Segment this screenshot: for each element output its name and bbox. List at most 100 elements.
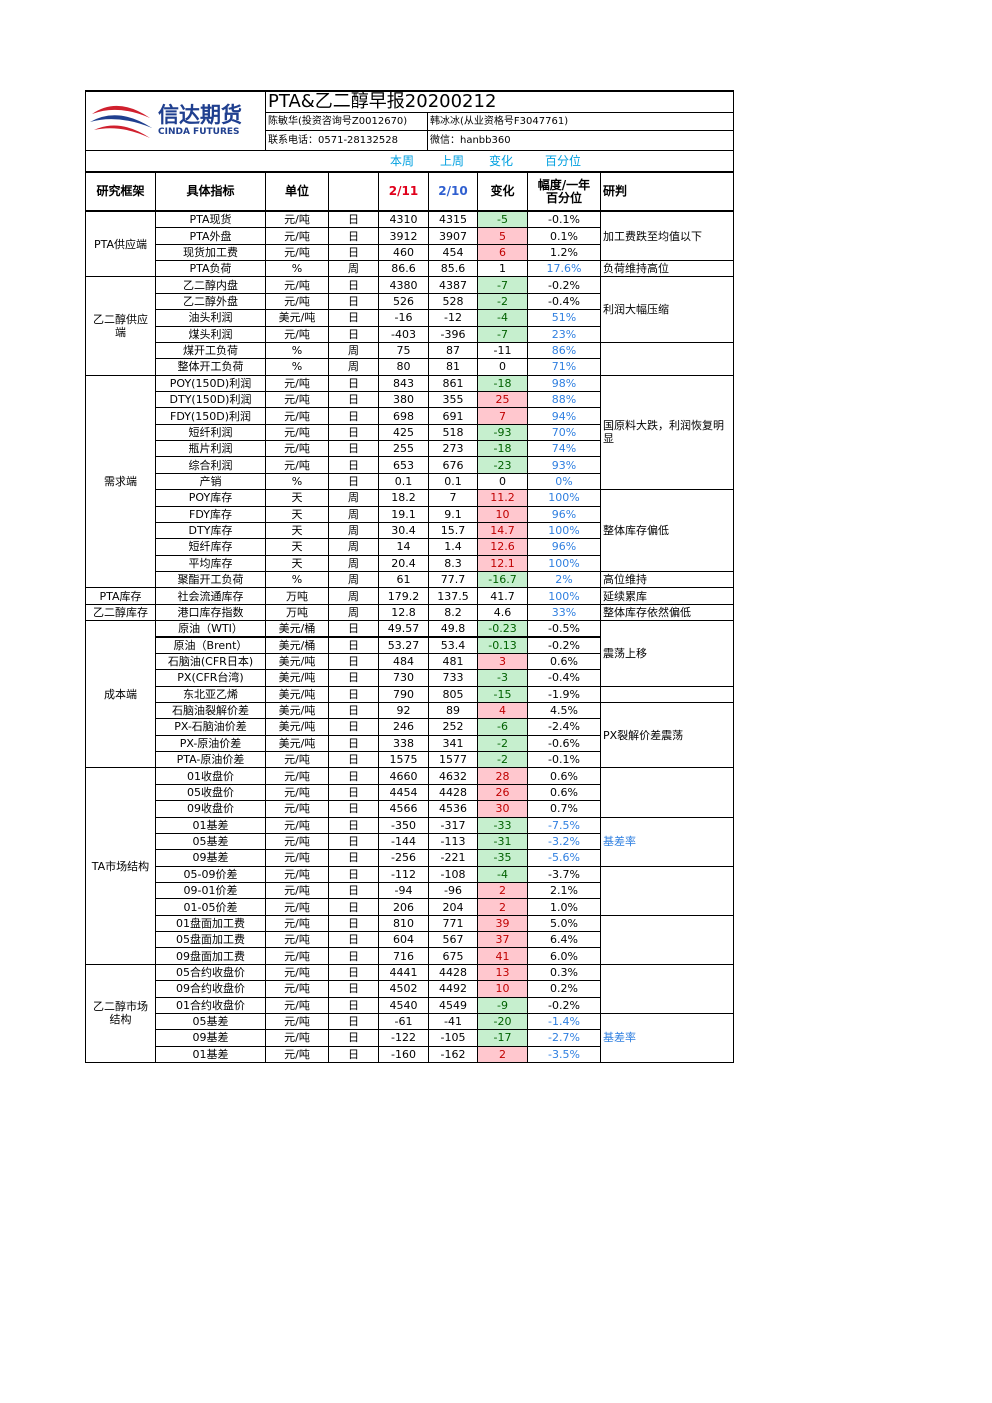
this-week: 698 — [378, 407, 429, 425]
percentile: -3.5% — [527, 1045, 601, 1063]
change: -7 — [477, 276, 528, 294]
change: 6 — [477, 243, 528, 262]
frequency: 日 — [328, 1012, 379, 1031]
frequency: 日 — [328, 865, 379, 883]
percentile: 100% — [527, 587, 601, 605]
assessment: 基差率 — [600, 1012, 734, 1063]
assessment: 整体库存偏低 — [600, 489, 734, 573]
group-label: 需求端 — [85, 374, 156, 589]
frequency: 日 — [328, 931, 379, 949]
last-week: 252 — [428, 718, 478, 736]
unit: 元/吨 — [265, 816, 329, 834]
frequency: 周 — [328, 571, 379, 589]
last-week: 77.7 — [428, 571, 478, 589]
frequency: 日 — [328, 783, 379, 802]
frequency: 日 — [328, 620, 379, 638]
group-label: 成本端 — [85, 620, 156, 769]
last-week: 4387 — [428, 276, 478, 294]
unit: 元/吨 — [265, 865, 329, 883]
indicator: 05合约收盘价 — [155, 963, 266, 982]
percentile: -0.2% — [527, 996, 601, 1014]
unit: 元/吨 — [265, 440, 329, 458]
column-header: 具体指标 — [155, 172, 266, 211]
this-week: 75 — [378, 341, 429, 360]
percentile: 0.6% — [527, 783, 601, 802]
percentile: 71% — [527, 358, 601, 376]
group-label: PTA库存 — [85, 587, 156, 605]
percentile: -0.6% — [527, 734, 601, 753]
last-week: 805 — [428, 685, 478, 703]
assessment: PX裂解价差震荡 — [600, 701, 734, 769]
group-label: 乙二醇供应端 — [85, 276, 156, 376]
last-week: -108 — [428, 865, 478, 883]
column-header: 变化 — [477, 172, 528, 211]
column-header: 幅度/一年 百分位 — [527, 172, 601, 211]
this-week: 653 — [378, 456, 429, 474]
this-week: 53.27 — [378, 636, 429, 654]
this-week: 80 — [378, 358, 429, 376]
legend-label: 百分位 — [544, 154, 581, 168]
group-label: 乙二醇市场结构 — [85, 963, 156, 1063]
percentile: 96% — [527, 538, 601, 556]
last-week: 8.2 — [428, 603, 478, 622]
change: 41 — [477, 947, 528, 965]
percentile: 86% — [527, 341, 601, 360]
last-week: -41 — [428, 1012, 478, 1031]
last-week: 3907 — [428, 227, 478, 245]
title: PTA&乙二醇早报20200212 — [265, 90, 734, 113]
frequency: 日 — [328, 472, 379, 491]
frequency: 周 — [328, 260, 379, 278]
change: -93 — [477, 423, 528, 442]
this-week: 4454 — [378, 783, 429, 802]
frequency: 日 — [328, 211, 379, 229]
change: 41.7 — [477, 587, 528, 605]
change: -5 — [477, 211, 528, 229]
last-week: 273 — [428, 440, 478, 458]
indicator: 东北亚乙烯 — [155, 685, 266, 703]
frequency: 日 — [328, 849, 379, 867]
last-week: 528 — [428, 292, 478, 311]
change: 13 — [477, 963, 528, 982]
frequency: 日 — [328, 914, 379, 933]
indicator: 产销 — [155, 472, 266, 491]
assessment: 高位维持 — [600, 571, 734, 589]
phone: 联系电话：0571-28132528 — [265, 130, 428, 151]
unit: 元/吨 — [265, 898, 329, 916]
change: -15 — [477, 685, 528, 703]
percentile: 100% — [527, 554, 601, 573]
this-week: -160 — [378, 1045, 429, 1063]
this-week: -350 — [378, 816, 429, 834]
frequency: 日 — [328, 309, 379, 327]
unit: % — [265, 358, 329, 376]
last-week: 675 — [428, 947, 478, 965]
this-week: 843 — [378, 374, 429, 392]
change: 5 — [477, 227, 528, 245]
last-week: 1.4 — [428, 538, 478, 556]
last-week: 518 — [428, 423, 478, 442]
column-header: 2/11 — [378, 172, 429, 211]
last-week: -113 — [428, 832, 478, 851]
frequency: 日 — [328, 800, 379, 818]
last-week: 481 — [428, 652, 478, 671]
change: -2 — [477, 734, 528, 753]
frequency: 日 — [328, 816, 379, 834]
this-week: 3912 — [378, 227, 429, 245]
indicator: 短纤库存 — [155, 538, 266, 556]
percentile: 94% — [527, 407, 601, 425]
unit: 天 — [265, 489, 329, 507]
this-week: 92 — [378, 701, 429, 720]
percentile: 0.6% — [527, 652, 601, 671]
change: -18 — [477, 374, 528, 392]
unit: 元/吨 — [265, 849, 329, 867]
last-week: -221 — [428, 849, 478, 867]
this-week: 4441 — [378, 963, 429, 982]
this-week: 338 — [378, 734, 429, 753]
indicator: 社会流通库存 — [155, 587, 266, 605]
frequency: 周 — [328, 538, 379, 556]
logo-cn: 信达期货 — [158, 103, 242, 127]
change: -4 — [477, 865, 528, 883]
this-week: 246 — [378, 718, 429, 736]
unit: 元/吨 — [265, 1029, 329, 1047]
change: -35 — [477, 849, 528, 867]
frequency: 日 — [328, 652, 379, 671]
